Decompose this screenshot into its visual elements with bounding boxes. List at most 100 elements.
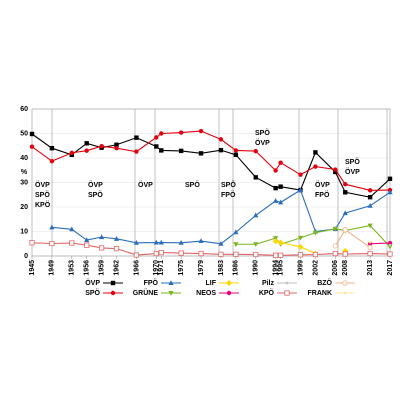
marker: [233, 229, 239, 235]
marker: [159, 131, 164, 136]
marker: [113, 246, 120, 252]
plot-frame: [31, 108, 391, 257]
y-tick-label: 60: [20, 106, 28, 113]
marker: [297, 187, 304, 193]
marker: [178, 250, 184, 256]
x-tick-label: 2006: [332, 260, 339, 276]
marker: [159, 148, 164, 153]
marker: [99, 234, 105, 240]
marker: [312, 230, 319, 236]
x-tick-label: 1990: [253, 260, 260, 276]
marker: [49, 224, 55, 230]
marker: [226, 290, 232, 296]
coalition-label: SPÖ: [345, 157, 360, 166]
marker: [198, 238, 204, 244]
coalition-label: SPÖ: [255, 128, 270, 137]
marker: [367, 250, 373, 257]
marker: [367, 195, 373, 200]
marker: [233, 148, 239, 153]
marker: [233, 152, 239, 158]
marker: [253, 251, 259, 258]
series-line: [370, 242, 391, 245]
marker: [253, 148, 258, 154]
marker: [84, 148, 89, 153]
marker: [273, 198, 279, 203]
legend-label: SPÖ: [85, 288, 100, 297]
y-tick-label: 40: [20, 155, 28, 162]
y-tick-label: 10: [20, 228, 28, 235]
marker: [233, 251, 239, 257]
x-tick-label: 1971: [158, 260, 165, 276]
marker: [285, 281, 289, 285]
marker: [198, 128, 204, 134]
marker: [84, 242, 90, 248]
coalition-label: SPÖ: [185, 180, 200, 189]
marker: [253, 242, 259, 248]
marker: [367, 202, 373, 208]
marker: [312, 251, 319, 258]
x-tick-label: 1953: [69, 260, 76, 276]
x-tick-label: 1959: [98, 260, 105, 276]
marker: [29, 131, 35, 137]
marker: [342, 227, 348, 233]
series-line: [31, 133, 391, 198]
marker: [29, 144, 35, 149]
marker: [49, 158, 55, 164]
marker: [253, 175, 258, 180]
marker: [114, 142, 119, 147]
marker: [367, 244, 373, 251]
marker: [387, 189, 393, 195]
legend-label: KPÖ: [259, 288, 275, 297]
legend-label: LIF: [206, 280, 217, 287]
marker: [278, 184, 283, 189]
marker: [49, 146, 55, 151]
marker: [273, 252, 279, 258]
legend-label: NEOS: [196, 290, 216, 297]
marker: [198, 151, 204, 156]
marker: [332, 250, 338, 257]
marker: [84, 237, 90, 243]
marker: [178, 130, 184, 135]
marker: [342, 210, 348, 216]
coalition-label: ÖVP: [138, 180, 153, 189]
marker: [69, 240, 75, 246]
marker: [198, 250, 204, 257]
marker: [154, 135, 159, 140]
marker: [178, 148, 184, 154]
x-tick-label: 1986: [233, 260, 240, 276]
marker: [297, 252, 304, 258]
x-tick-label: 2017: [387, 260, 394, 276]
legend-label: Pilz: [262, 280, 275, 287]
marker: [153, 250, 159, 257]
legend-label: GRÜNE: [133, 288, 159, 297]
marker: [226, 280, 232, 286]
x-tick-label: 1945: [29, 260, 36, 276]
marker: [272, 238, 279, 245]
y-tick-label: 50: [20, 130, 28, 137]
x-tick-label: 2002: [312, 260, 319, 276]
marker: [84, 141, 89, 146]
marker: [297, 235, 304, 241]
legend-label: FRANK: [308, 290, 333, 297]
marker: [313, 150, 318, 155]
x-tick-label: 2013: [367, 260, 374, 276]
x-tick-label: 1979: [198, 260, 205, 276]
marker: [333, 167, 338, 172]
coalition-label: SPÖ: [221, 180, 236, 189]
series-line: [235, 225, 391, 248]
marker: [153, 239, 159, 245]
x-tick-label: 1966: [133, 260, 140, 276]
x-tick-label: 1975: [178, 260, 185, 276]
marker: [158, 239, 164, 245]
legend-label: FPÖ: [144, 278, 159, 287]
marker: [332, 226, 338, 232]
marker: [114, 146, 119, 151]
marker: [387, 244, 393, 250]
x-tick-label: 1994: [272, 260, 279, 276]
y-axis-label: %: [21, 169, 28, 176]
marker: [313, 164, 318, 169]
marker: [278, 160, 283, 165]
marker: [343, 291, 347, 295]
marker: [69, 226, 75, 232]
coalition-label: ÖVP: [315, 180, 330, 189]
